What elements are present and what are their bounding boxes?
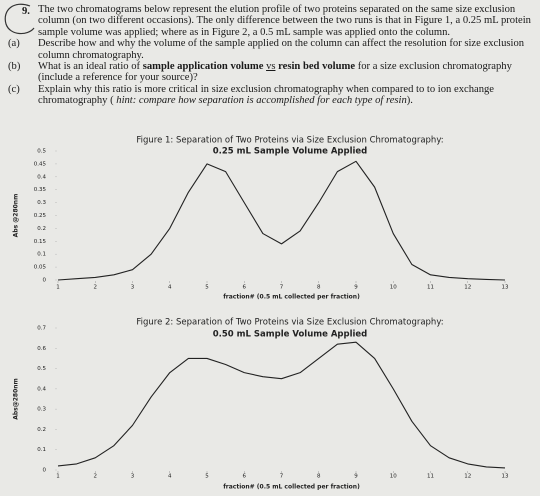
chart-subtitle: 0.25 mL Sample Volume Applied	[213, 147, 368, 157]
y-tick-label: 0.25	[34, 213, 47, 219]
y-tick-label: 0.45	[34, 161, 47, 167]
y-axis-label: Abs@280nm	[13, 378, 20, 420]
y-tick-label: 0.05	[34, 265, 47, 271]
x-tick-label: 3	[131, 285, 135, 291]
y-tick-label: 0.4	[37, 386, 46, 392]
chart: Figure 1: Separation of Two Proteins via…	[13, 136, 509, 301]
x-tick-label: 10	[390, 474, 397, 480]
x-tick-label: 13	[502, 285, 509, 291]
text-segment: vs	[266, 61, 276, 73]
chart: Figure 2: Separation of Two Proteins via…	[13, 318, 509, 491]
chart-title: Figure 2: Separation of Two Proteins via…	[136, 318, 443, 328]
y-tick-label: 0.1	[37, 252, 46, 258]
text-segment: hint: compare how separation is accompli…	[116, 95, 407, 107]
y-tick-label: 0.35	[34, 187, 47, 193]
x-tick-label: 12	[464, 474, 471, 480]
x-tick-label: 7	[280, 474, 284, 480]
x-axis-label: fraction# (0.5 mL collected per fraction…	[223, 294, 360, 301]
x-tick-label: 2	[94, 285, 98, 291]
question-part: (b) What is an ideal ratio of sample appl…	[8, 61, 532, 84]
part-text: What is an ideal ratio of sample applica…	[38, 61, 532, 84]
x-tick-label: 9	[354, 474, 358, 480]
y-tick-label: 0	[43, 468, 47, 474]
x-tick-label: 6	[243, 474, 247, 480]
question-intro: The two chromatograms below represent th…	[38, 4, 531, 38]
x-tick-label: 3	[131, 474, 135, 480]
text-segment: Describe how and why the volume of the s…	[38, 38, 525, 61]
x-tick-label: 8	[317, 285, 321, 291]
x-tick-label: 5	[205, 285, 209, 291]
circle-mark	[4, 3, 35, 35]
part-text: Describe how and why the volume of the s…	[38, 38, 532, 61]
x-tick-label: 1	[56, 285, 60, 291]
x-tick-label: 1	[56, 474, 60, 480]
question-part: (c) Explain why this ratio is more critic…	[8, 84, 532, 107]
x-tick-label: 2	[94, 474, 98, 480]
x-tick-label: 7	[280, 285, 284, 291]
question-parts: (a) Describe how and why the volume of th…	[8, 38, 532, 106]
text-segment: resin bed volume	[278, 61, 356, 73]
part-label: (b)	[8, 61, 21, 73]
x-tick-label: 4	[168, 474, 172, 480]
x-tick-label: 11	[427, 474, 434, 480]
x-tick-label: 4	[168, 285, 172, 291]
part-label: (a)	[8, 38, 20, 50]
question: 9. The two chromatograms below represent…	[8, 4, 532, 107]
x-tick-label: 6	[243, 285, 247, 291]
question-part: (a) Describe how and why the volume of th…	[8, 38, 532, 61]
x-tick-label: 12	[464, 285, 471, 291]
y-tick-label: 0.3	[37, 200, 46, 206]
y-axis-label: Abs @280nm	[13, 194, 20, 238]
chart-subtitle: 0.50 mL Sample Volume Applied	[213, 330, 368, 340]
chart-title: Figure 1: Separation of Two Proteins via…	[136, 136, 443, 146]
text-segment: What is an ideal ratio of	[38, 61, 143, 73]
text-segment: Explain why this ratio is more critical …	[38, 83, 494, 107]
x-tick-label: 8	[317, 474, 321, 480]
y-tick-label: 0	[43, 278, 47, 284]
text-segment: ).	[406, 95, 413, 107]
x-tick-label: 5	[205, 474, 209, 480]
x-tick-label: 9	[354, 285, 358, 291]
y-tick-label: 0.3	[37, 407, 46, 413]
x-tick-label: 13	[502, 474, 509, 480]
part-label: (c)	[8, 83, 20, 95]
x-axis-label: fraction# (0.5 mL collected per fraction…	[223, 484, 360, 491]
data-line	[57, 341, 506, 469]
text-segment: for a size exclusion chromatography (inc…	[38, 61, 512, 84]
y-tick-label: 0.5	[37, 366, 46, 372]
y-tick-label: 0.15	[34, 239, 47, 245]
y-tick-label: 0.2	[37, 427, 46, 433]
part-text: Explain why this ratio is more critical …	[38, 84, 532, 107]
x-tick-label: 10	[390, 285, 397, 291]
y-tick-label: 0.2	[37, 226, 46, 232]
text-segment: sample application volume	[142, 61, 264, 73]
question-number: 9.	[22, 6, 30, 17]
x-tick-label: 11	[427, 285, 434, 291]
y-tick-label: 0.6	[37, 346, 46, 352]
y-tick-label: 0.5	[37, 149, 46, 155]
y-tick-label: 0.4	[37, 174, 46, 180]
y-tick-label: 0.1	[37, 447, 46, 453]
y-tick-label: 0.7	[37, 326, 46, 332]
data-line	[57, 160, 506, 281]
